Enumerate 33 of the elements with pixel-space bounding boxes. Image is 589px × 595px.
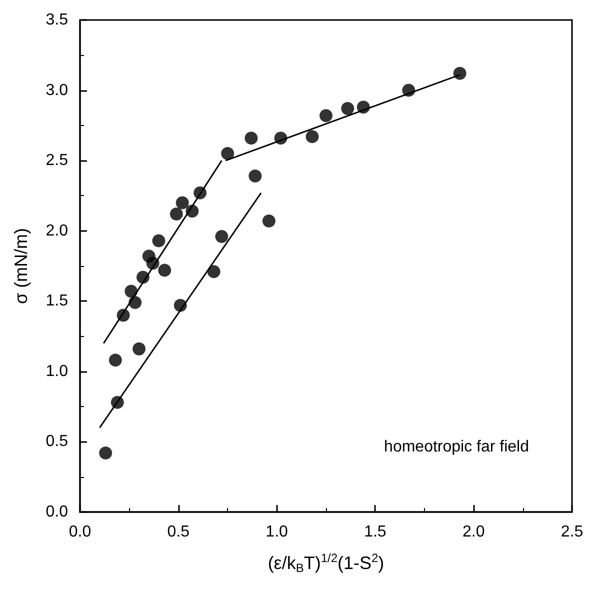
point [108,354,122,367]
x-tick-label: 0.5 [167,524,190,540]
point [221,147,234,160]
point [248,170,262,183]
point [453,66,466,80]
y-tick-label: 0.5 [46,433,68,450]
point [262,214,276,228]
point [341,102,354,116]
annotation: homeotropic far field [384,438,530,456]
y-tick-label: 2.0 [46,222,68,240]
point [320,109,332,122]
point [158,264,172,277]
point [207,265,220,278]
point [99,446,112,460]
y-tick-label: 0.0 [46,504,68,520]
point [215,230,228,243]
x-tick-label: 2.0 [462,524,485,540]
point [244,132,258,145]
y-axis-title: σ (mN/m) [11,228,31,304]
point [176,196,189,210]
point [132,342,146,356]
x-tick-label: 2.5 [560,524,584,540]
point [170,207,183,220]
y-tick-label: 1.5 [46,292,68,310]
x-tick-label: 0.0 [68,524,92,540]
y-tick-label: 3.5 [46,12,68,28]
y-tick-label: 2.5 [46,152,68,170]
x-tick-label: 1.5 [364,524,386,540]
y-tick-label: 1.0 [46,362,68,380]
x-tick-label: 1.0 [266,524,288,540]
point [152,234,166,248]
y-tick-label: 3.0 [46,82,68,99]
point [306,130,319,144]
